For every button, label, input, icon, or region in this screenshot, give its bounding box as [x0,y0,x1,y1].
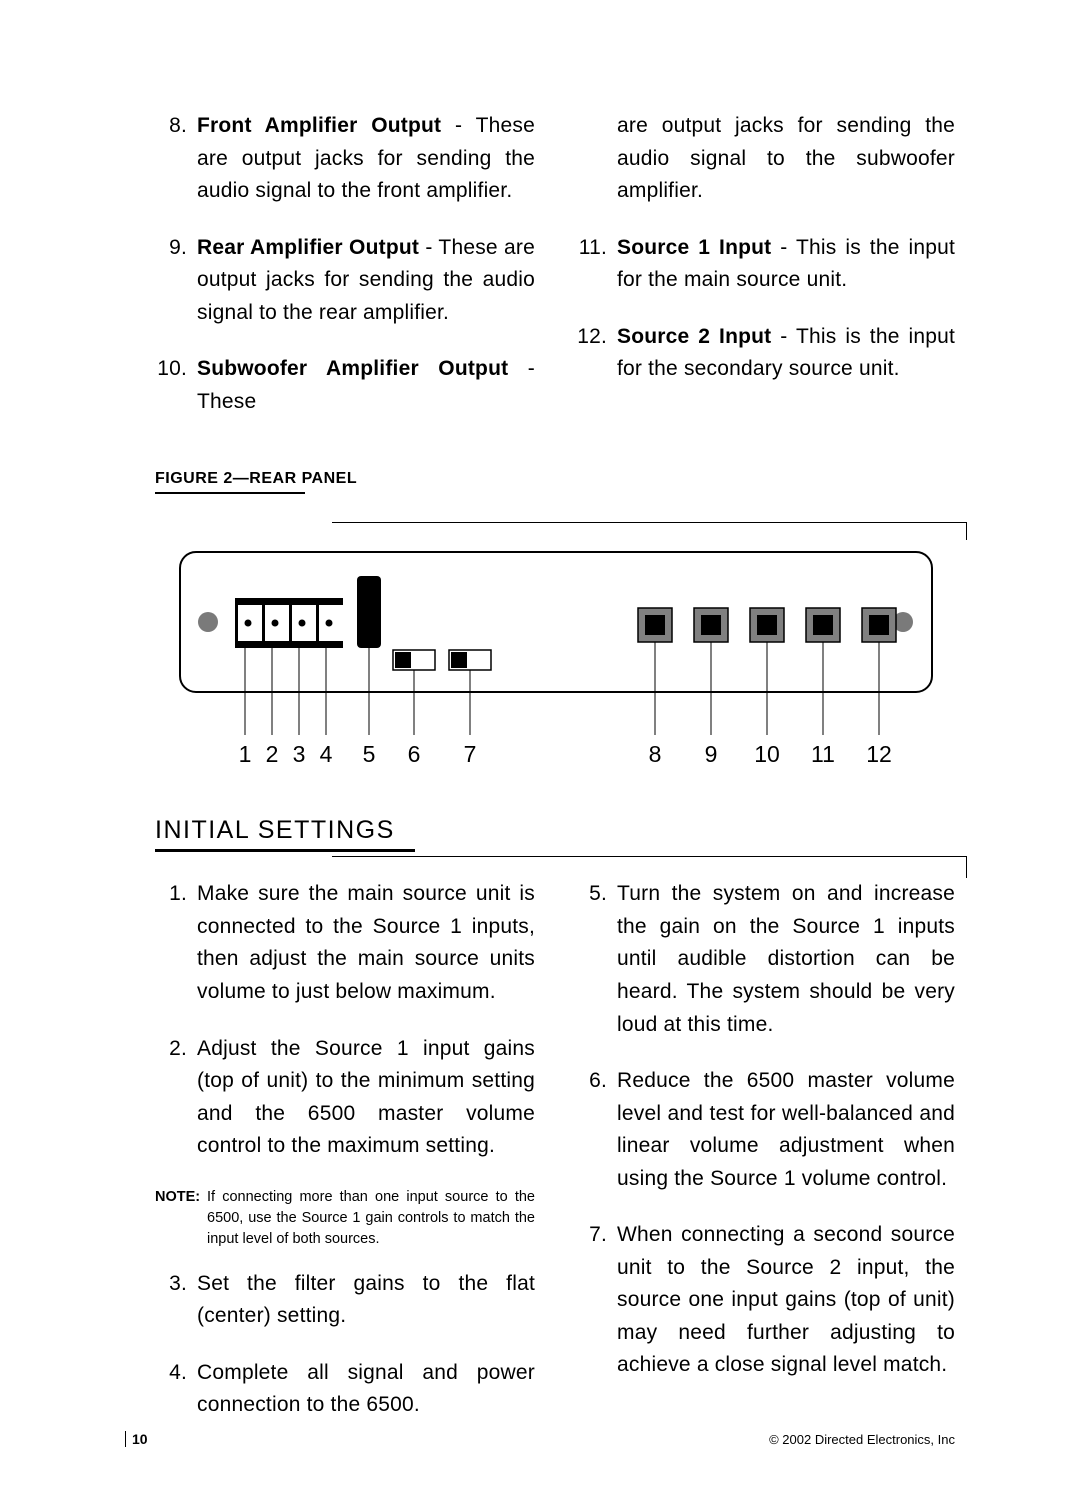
list-item: 8.Front Amplifier Output - These are out… [155,110,535,208]
svg-text:11: 11 [811,741,835,767]
svg-text:2: 2 [266,741,279,767]
svg-text:6: 6 [408,741,421,767]
list-item: 12.Source 2 Input - This is the input fo… [575,321,955,386]
list-item: 7.When connecting a second source unit t… [575,1219,955,1382]
figure-rule [155,522,955,540]
svg-text:4: 4 [320,741,333,767]
list-item: 3.Set the filter gains to the flat (cent… [155,1268,535,1333]
svg-text:7: 7 [464,741,477,767]
page-number: 10 [125,1431,148,1447]
settings-list: 1.Make sure the main source unit is conn… [155,878,955,1446]
svg-text:1: 1 [239,741,252,767]
list-item: 1.Make sure the main source unit is conn… [155,878,535,1008]
svg-text:8: 8 [649,741,662,767]
svg-text:3: 3 [293,741,306,767]
svg-text:10: 10 [754,741,780,767]
section-rule [155,856,955,878]
list-item: 10.Subwoofer Amplifier Output - These [155,353,535,418]
svg-text:9: 9 [705,741,718,767]
list-item: 5.Turn the system on and increase the ga… [575,878,955,1041]
list-item: are output jacks for sending the audio s… [575,110,955,208]
list-item: 2.Adjust the Source 1 input gains (top o… [155,1033,535,1163]
svg-text:5: 5 [363,741,376,767]
figure-label: FIGURE 2—REAR PANEL [155,470,955,488]
footer: 10 © 2002 Directed Electronics, Inc [125,1431,955,1447]
top-list: 8.Front Amplifier Output - These are out… [155,110,955,442]
section-underline [155,849,415,852]
list-item: 11.Source 1 Input - This is the input fo… [575,232,955,297]
svg-text:12: 12 [866,741,892,767]
section-title: INITIAL SETTINGS [155,816,955,845]
rear-panel-diagram: 123456789101112 [155,540,955,780]
list-item: 6.Reduce the 6500 master volume level an… [575,1065,955,1195]
note: NOTE:If connecting more than one input s… [155,1187,535,1250]
list-item: 9.Rear Amplifier Output - These are outp… [155,232,535,330]
list-item: 4.Complete all signal and power connecti… [155,1357,535,1422]
copyright: © 2002 Directed Electronics, Inc [769,1432,955,1447]
figure-label-underline [155,492,305,494]
